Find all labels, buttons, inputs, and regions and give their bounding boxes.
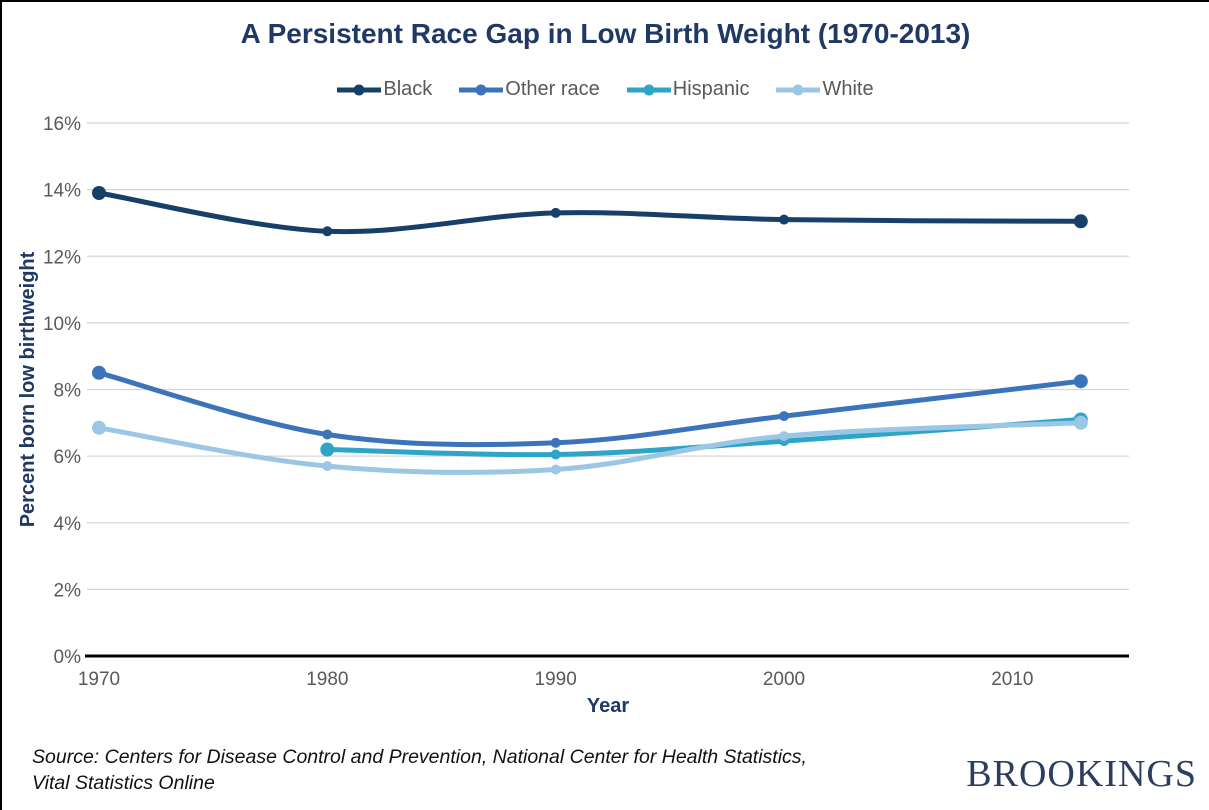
legend-item-white: White: [776, 78, 874, 101]
x-axis-title: Year: [587, 695, 629, 717]
data-point-other-race: [322, 429, 333, 440]
data-point-white: [322, 461, 333, 472]
data-point-other-race: [1073, 374, 1088, 389]
legend-label: Black: [383, 78, 433, 100]
x-tick-label: 1990: [535, 669, 577, 690]
legend-item-black: Black: [337, 78, 432, 101]
data-point-other-race: [550, 437, 561, 448]
y-tick-label: 12%: [43, 247, 81, 268]
line-chart: 0% 2% 4% 6% 8% 10% 12% 14% 16% 1970 1980 1990 2000 20…: [17, 114, 1129, 717]
x-tick-label: 1970: [78, 669, 120, 690]
y-tick-label: 4%: [54, 514, 82, 535]
series-line-other-race: [96, 370, 1084, 448]
y-tick-label: 16%: [43, 114, 81, 135]
legend-label: Other race: [505, 78, 600, 100]
legend-marker-icon: [337, 84, 382, 95]
legend-item-other-race: Other race: [459, 78, 600, 101]
legend-marker-icon: [776, 84, 821, 95]
data-point-white: [550, 464, 561, 475]
brookings-logo: BROOKINGS: [966, 753, 1197, 795]
legend-marker-icon: [626, 84, 671, 95]
x-tick-label: 1980: [306, 669, 348, 690]
chart-title: A Persistent Race Gap in Low Birth Weigh…: [240, 18, 971, 49]
legend-label: Hispanic: [672, 78, 750, 100]
data-point-white: [92, 420, 106, 435]
data-point-black: [322, 226, 333, 237]
series-line-white: [96, 420, 1084, 475]
data-point-black: [550, 207, 561, 218]
data-point-hispanic: [320, 442, 335, 457]
data-point-other-race: [92, 365, 106, 380]
y-tick-label: 10%: [43, 314, 81, 335]
x-tick-label: 2000: [763, 669, 805, 690]
data-point-black: [1073, 214, 1088, 229]
y-tick-label: 8%: [54, 381, 82, 402]
source-line-2: Vital Statistics Online: [32, 772, 215, 794]
series-line-black: [96, 190, 1084, 235]
data-point-black: [779, 214, 789, 225]
legend-marker-icon: [459, 84, 504, 95]
y-tick-label: 6%: [54, 447, 82, 468]
y-tick-label: 0%: [54, 647, 82, 668]
y-tick-label: 14%: [43, 181, 81, 202]
y-axis-title: Percent born low birthweight: [17, 251, 39, 527]
data-point-black: [92, 186, 106, 200]
data-point-white: [779, 431, 789, 442]
source-note: Source: Centers for Disease Control and …: [32, 744, 807, 796]
source-line-1: Source: Centers for Disease Control and …: [32, 746, 807, 768]
y-tick-label: 2%: [54, 580, 82, 601]
legend-item-hispanic: Hispanic: [626, 78, 750, 101]
data-point-white: [1073, 415, 1088, 430]
data-point-hispanic: [550, 449, 561, 460]
legend: Black Other race Hispanic White: [2, 78, 1209, 101]
legend-label: White: [822, 78, 874, 100]
x-tick-label: 2010: [991, 669, 1033, 690]
data-point-other-race: [779, 411, 789, 422]
